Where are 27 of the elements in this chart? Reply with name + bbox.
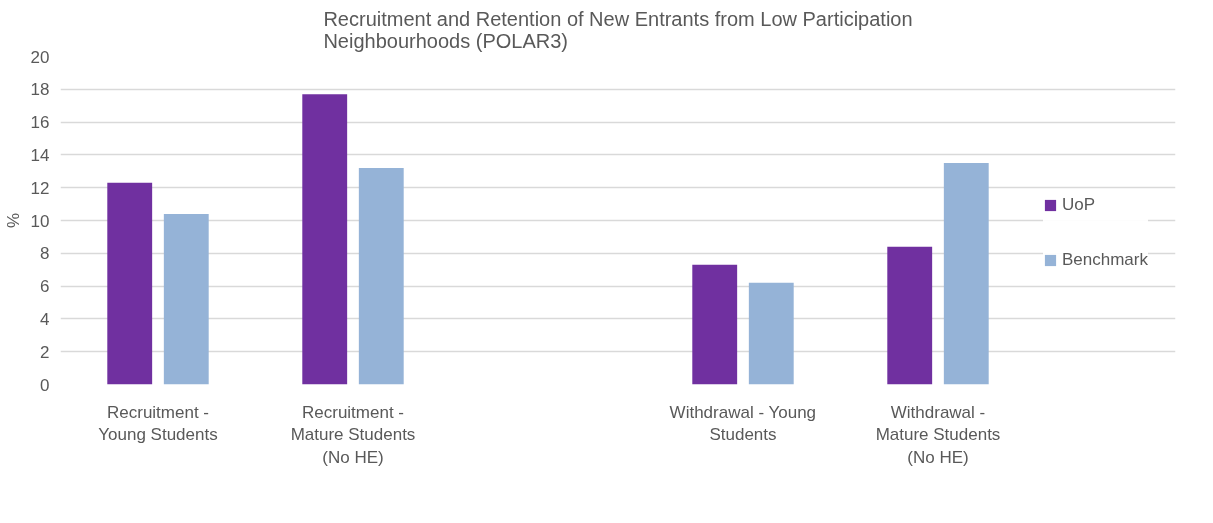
y-tick-label: 8 bbox=[40, 244, 50, 264]
y-tick-label: 6 bbox=[40, 277, 50, 297]
y-tick-label: 4 bbox=[40, 309, 50, 329]
y-tick-label: 2 bbox=[40, 342, 50, 362]
bar bbox=[692, 264, 738, 385]
bar bbox=[943, 163, 989, 385]
x-tick-label: Recruitment - Mature Students (No HE) bbox=[290, 402, 416, 468]
bar bbox=[163, 213, 209, 385]
x-tick-label: Recruitment - Young Students bbox=[98, 402, 218, 445]
x-tick-label: Withdrawal - Young Students bbox=[669, 402, 817, 445]
x-tick-label: Withdrawal - Mature Students (No HE) bbox=[875, 402, 1001, 468]
bar bbox=[358, 168, 404, 385]
bar bbox=[107, 182, 153, 385]
legend-label: Benchmark bbox=[1062, 250, 1148, 270]
y-tick-label: 20 bbox=[30, 47, 50, 67]
y-tick-label: 12 bbox=[30, 178, 50, 198]
bar bbox=[748, 282, 794, 385]
bar bbox=[302, 94, 348, 385]
chart-title: Recruitment and Retention of New Entrants from Low Participation Neighbourhoods (POLAR3) bbox=[323, 7, 913, 52]
y-tick-label: 14 bbox=[30, 145, 50, 165]
bar bbox=[887, 246, 933, 385]
y-tick-label: 18 bbox=[30, 80, 50, 100]
legend-label: UoP bbox=[1062, 195, 1096, 215]
y-tick-label: 0 bbox=[40, 375, 50, 395]
y-tick-label: 10 bbox=[30, 211, 50, 231]
y-tick-label: 16 bbox=[30, 113, 50, 133]
y-axis-title: % bbox=[3, 212, 23, 229]
